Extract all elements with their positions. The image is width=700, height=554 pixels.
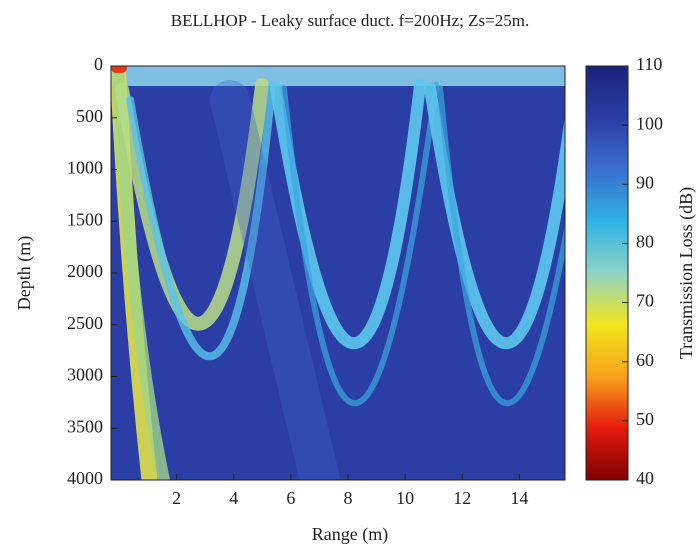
colorbar-label: Transmission Loss (dB) bbox=[676, 187, 697, 359]
beam bbox=[126, 81, 276, 361]
colorbar-tick-label: 100 bbox=[636, 113, 663, 133]
beam bbox=[112, 66, 171, 480]
y-tick-label: 3500 bbox=[67, 416, 103, 436]
x-tick-label: 6 bbox=[286, 488, 295, 508]
colorbar-tick-label: 50 bbox=[636, 409, 654, 429]
y-tick-label: 2000 bbox=[67, 261, 103, 281]
colorbar-tick-label: 80 bbox=[636, 232, 654, 252]
x-tick-label: 4 bbox=[229, 488, 238, 508]
y-tick-label: 1500 bbox=[67, 209, 103, 229]
x-tick-label: 12 bbox=[453, 488, 471, 508]
x-tick-label: 8 bbox=[343, 488, 352, 508]
chart-title: BELLHOP - Leaky surface duct. f=200Hz; Z… bbox=[171, 11, 529, 30]
colorbar bbox=[585, 65, 629, 481]
y-axis-label: Depth (m) bbox=[14, 236, 35, 310]
colorbar-tick-label: 60 bbox=[636, 350, 654, 370]
beam bbox=[210, 80, 340, 480]
y-tick-label: 4000 bbox=[67, 468, 103, 488]
colorbar-tick-label: 40 bbox=[636, 468, 654, 488]
x-tick-label: 14 bbox=[510, 488, 528, 508]
beam bbox=[115, 78, 269, 331]
colorbar-tick-label: 90 bbox=[636, 172, 654, 192]
beam bbox=[281, 82, 439, 406]
y-tick-label: 3000 bbox=[67, 365, 103, 385]
x-tick-label: 2 bbox=[172, 488, 181, 508]
x-tick-label: 10 bbox=[396, 488, 414, 508]
field-background bbox=[111, 66, 565, 480]
colorbar-tick-label: 70 bbox=[636, 291, 654, 311]
x-axis-label: Range (m) bbox=[312, 524, 388, 545]
colorbar-tick-label: 110 bbox=[636, 54, 662, 74]
y-tick-label: 2500 bbox=[67, 313, 103, 333]
y-tick-label: 1000 bbox=[67, 158, 103, 178]
field bbox=[111, 66, 565, 480]
y-tick-label: 500 bbox=[76, 106, 103, 126]
y-tick-label: 0 bbox=[94, 54, 103, 74]
